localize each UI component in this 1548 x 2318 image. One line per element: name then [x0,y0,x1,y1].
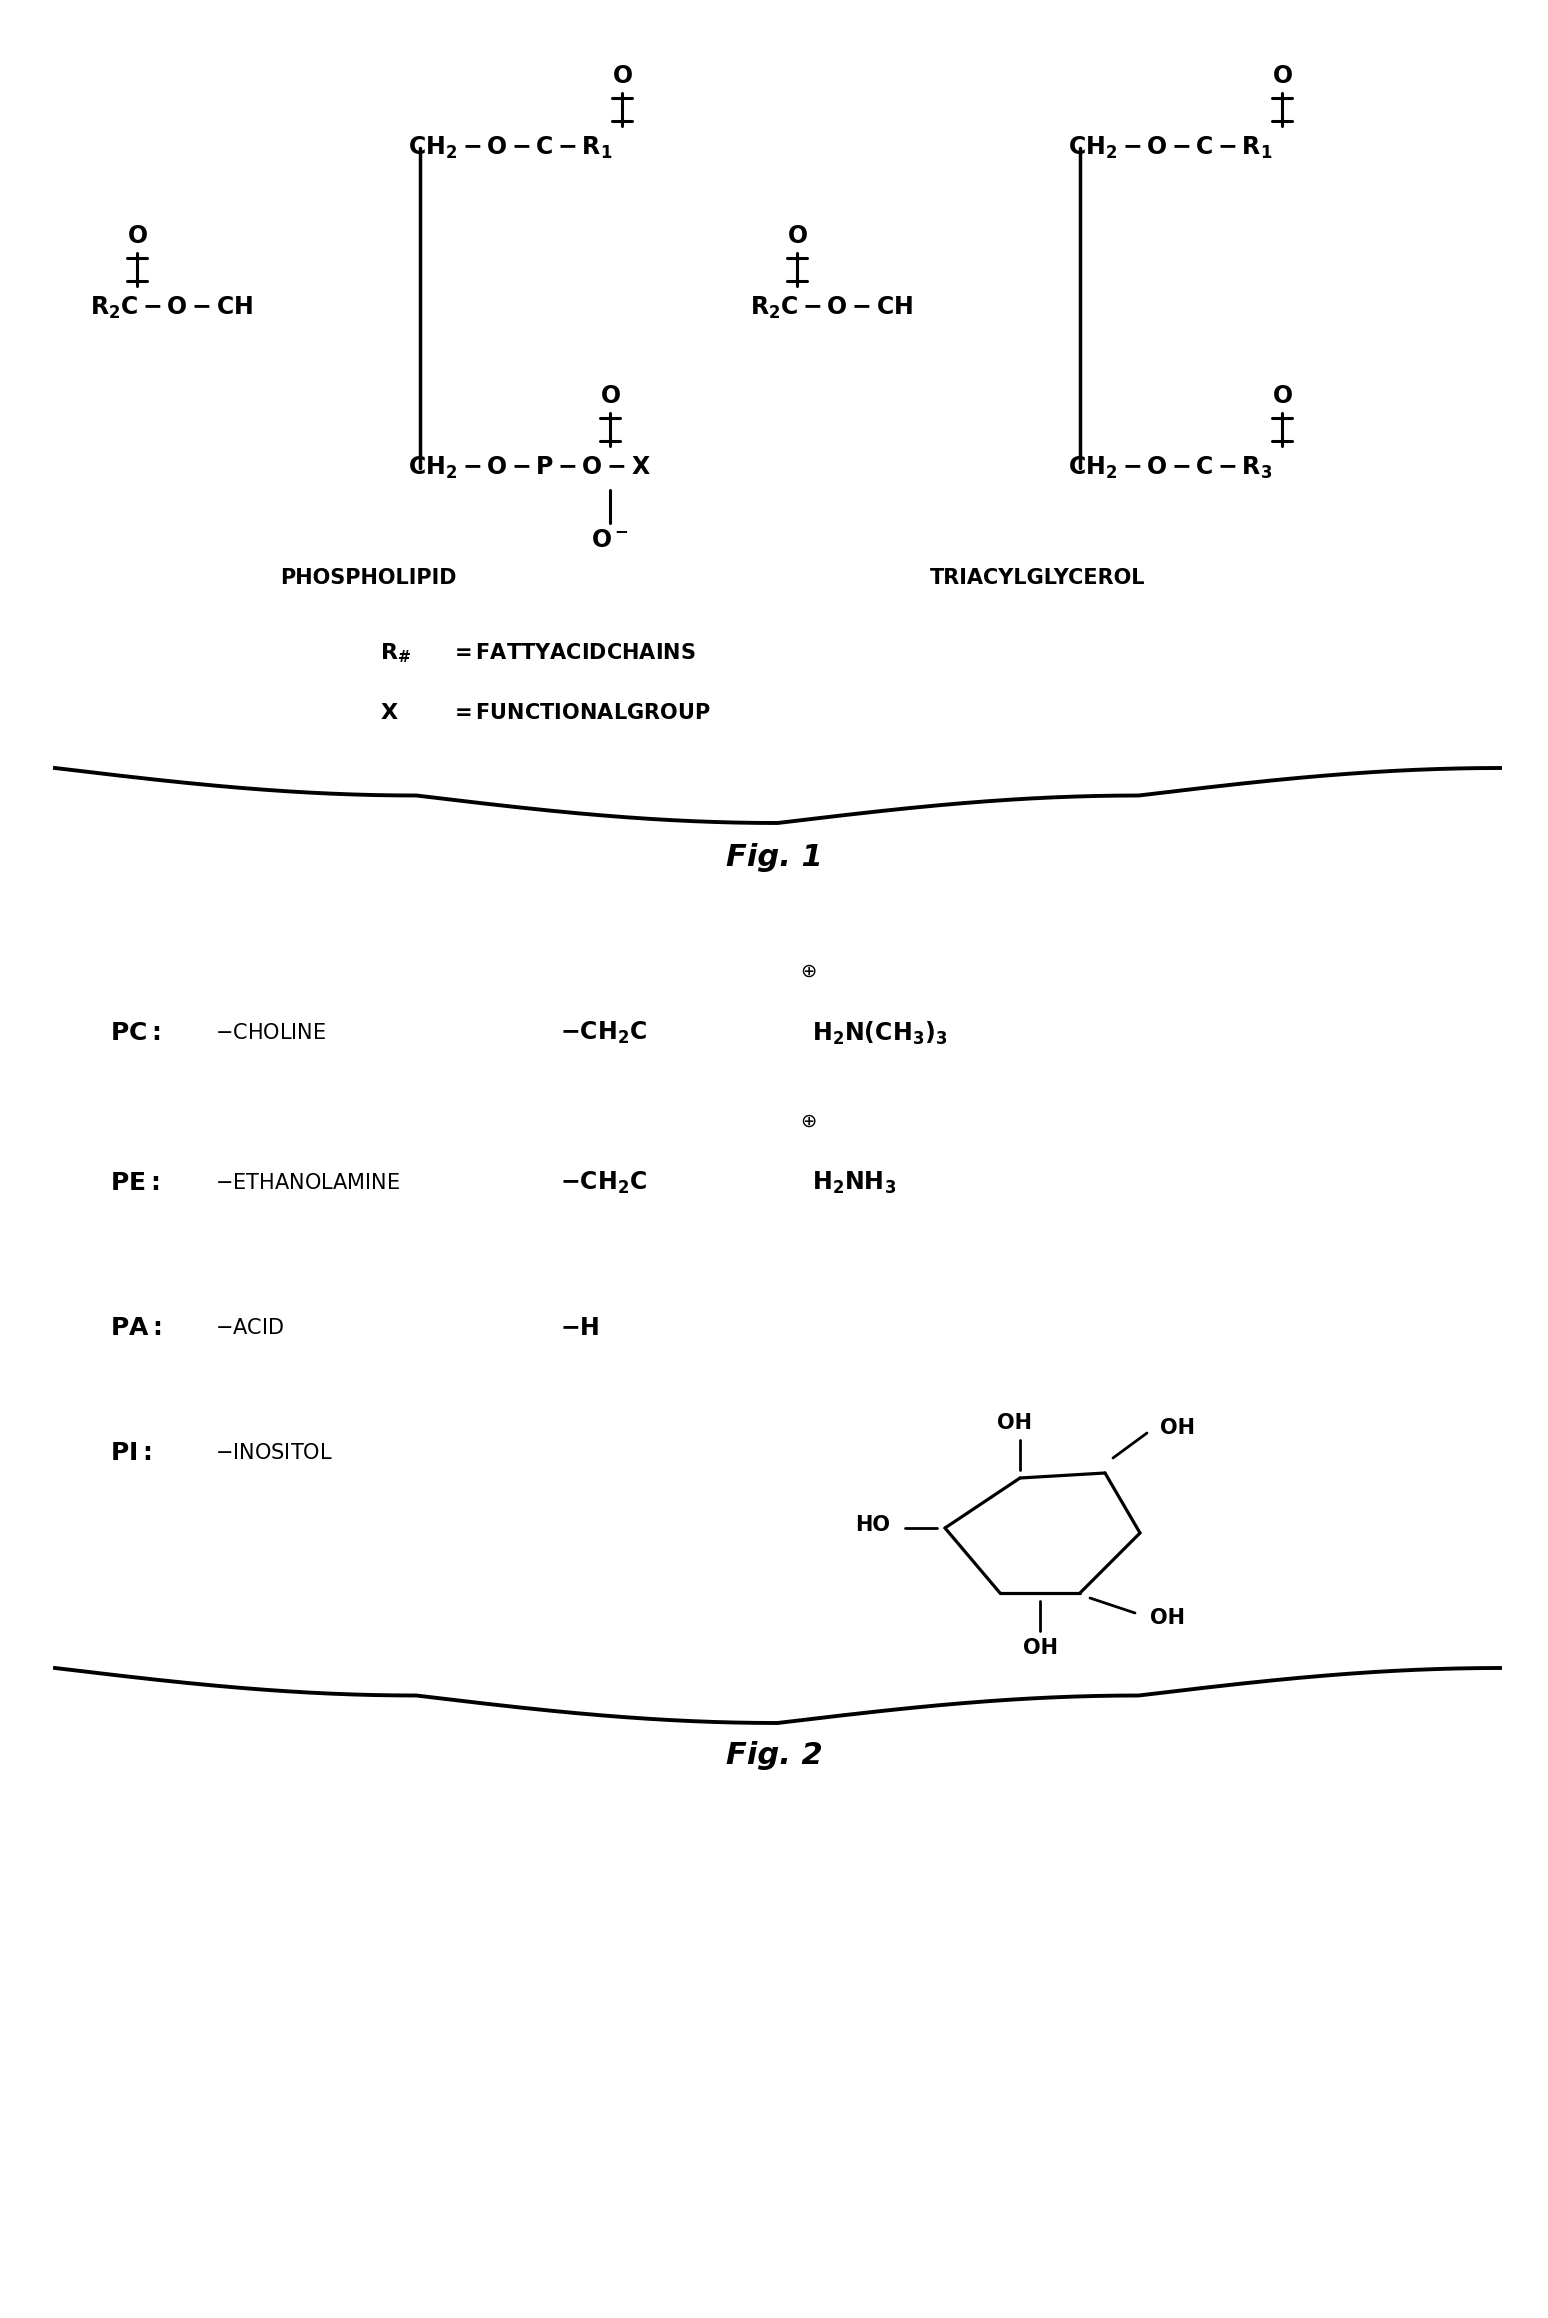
Text: $\oplus$: $\oplus$ [800,1113,816,1131]
Text: $\mathbf{H_2N(CH_3)_3}$: $\mathbf{H_2N(CH_3)_3}$ [813,1020,947,1048]
Text: $\mathbf{R_{\#}}$: $\mathbf{R_{\#}}$ [379,642,412,665]
Text: $\mathbf{PC:}$: $\mathbf{PC:}$ [110,1020,161,1045]
Text: $\mathbf{CH_2-O-C-R_3}$: $\mathbf{CH_2-O-C-R_3}$ [1068,454,1272,482]
Text: $\mathbf{PI:}$: $\mathbf{PI:}$ [110,1442,152,1465]
Text: Fig. 2: Fig. 2 [726,1741,822,1771]
Text: $\mathbf{CH_2-O-C-R_1}$: $\mathbf{CH_2-O-C-R_1}$ [1068,134,1272,160]
Text: $\mathbf{-CH_2C}$: $\mathbf{-CH_2C}$ [560,1171,647,1196]
Text: $\mathbf{-H}$: $\mathbf{-H}$ [560,1317,599,1340]
Text: $\mathbf{PA:}$: $\mathbf{PA:}$ [110,1317,161,1340]
Text: $\mathbf{R_2C-O-CH}$: $\mathbf{R_2C-O-CH}$ [90,294,252,322]
Text: OH: OH [997,1414,1033,1433]
Text: $\mathrm{-ACID}$: $\mathrm{-ACID}$ [215,1319,285,1337]
Text: $\mathbf{O}$: $\mathbf{O}$ [599,385,621,408]
Text: $\mathbf{O}$: $\mathbf{O}$ [127,225,147,248]
Text: $\mathbf{R_2C-O-CH}$: $\mathbf{R_2C-O-CH}$ [749,294,913,322]
Text: PHOSPHOLIPID: PHOSPHOLIPID [280,568,457,589]
Text: $\mathrm{-ETHANOLAMINE}$: $\mathrm{-ETHANOLAMINE}$ [215,1173,399,1194]
Text: OH: OH [1023,1639,1057,1657]
Text: $\mathbf{CH_2-O-C-R_1}$: $\mathbf{CH_2-O-C-R_1}$ [409,134,613,160]
Text: OH: OH [1159,1419,1195,1437]
Text: $\mathbf{O}$: $\mathbf{O}$ [786,225,808,248]
Text: $\mathbf{X}$: $\mathbf{X}$ [379,702,399,723]
Text: Fig. 1: Fig. 1 [726,844,822,872]
Text: $\mathbf{PE:}$: $\mathbf{PE:}$ [110,1171,159,1196]
Text: $\oplus$: $\oplus$ [800,962,816,981]
Text: HO: HO [854,1516,890,1535]
Text: $\mathbf{O}$: $\mathbf{O}$ [1271,385,1293,408]
Text: $\mathrm{-CHOLINE}$: $\mathrm{-CHOLINE}$ [215,1022,327,1043]
Text: $\mathrm{-INOSITOL}$: $\mathrm{-INOSITOL}$ [215,1444,333,1463]
Text: $\mathbf{-CH_2C}$: $\mathbf{-CH_2C}$ [560,1020,647,1045]
Text: $\mathbf{H_2NH_3}$: $\mathbf{H_2NH_3}$ [813,1171,896,1196]
Text: TRIACYLGLYCEROL: TRIACYLGLYCEROL [930,568,1146,589]
Text: $\mathbf{CH_2-O-P-O-X}$: $\mathbf{CH_2-O-P-O-X}$ [409,454,650,482]
Text: $\mathbf{O}$: $\mathbf{O}$ [611,65,633,88]
Text: $\mathbf{O}$: $\mathbf{O}$ [1271,65,1293,88]
Text: OH: OH [1150,1609,1186,1627]
Text: $\mathbf{=  FUNCTIONAL GROUP}$: $\mathbf{= FUNCTIONAL GROUP}$ [450,702,711,723]
Text: $\mathbf{O^-}$: $\mathbf{O^-}$ [591,529,628,552]
Text: $\mathbf{=  FATTY ACID CHAINS}$: $\mathbf{= FATTY ACID CHAINS}$ [450,642,697,663]
